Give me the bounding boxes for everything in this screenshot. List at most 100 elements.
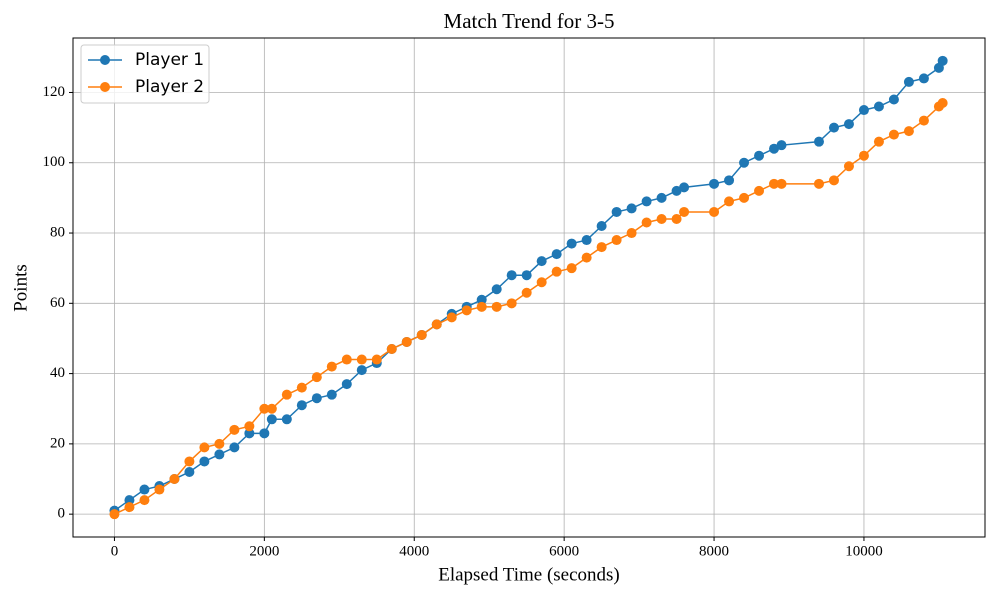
y-tick-label: 80	[50, 224, 65, 240]
data-point	[671, 213, 682, 224]
data-point	[356, 365, 367, 376]
y-tick-label: 60	[50, 295, 65, 311]
data-point	[828, 122, 839, 133]
data-point	[873, 101, 884, 112]
data-point	[937, 98, 948, 109]
data-point	[596, 242, 607, 253]
data-point	[769, 178, 780, 189]
data-point	[341, 354, 352, 365]
data-point	[281, 414, 292, 425]
data-point	[199, 456, 210, 467]
data-point	[769, 143, 780, 154]
data-point	[476, 294, 487, 305]
data-point	[858, 105, 869, 116]
data-point	[581, 252, 592, 263]
series-line	[114, 102, 944, 515]
data-point	[828, 175, 839, 186]
data-point	[244, 421, 255, 432]
data-point	[918, 115, 929, 126]
data-point	[491, 284, 502, 295]
data-point	[521, 287, 532, 298]
data-point	[776, 178, 787, 189]
data-point	[536, 277, 547, 288]
data-point	[918, 73, 929, 84]
data-point	[813, 178, 824, 189]
data-point	[266, 414, 277, 425]
data-point	[311, 393, 322, 404]
data-point	[416, 329, 427, 340]
data-point	[724, 175, 735, 186]
data-point	[843, 161, 854, 172]
data-point	[446, 312, 457, 323]
data-point	[566, 263, 577, 274]
plot-frame	[72, 37, 986, 538]
data-point	[229, 442, 240, 453]
data-point	[521, 270, 532, 281]
legend-marker	[100, 82, 110, 92]
data-point	[888, 129, 899, 140]
legend: Player 1 Player 2	[80, 44, 210, 104]
data-point	[679, 206, 690, 217]
data-point	[858, 150, 869, 161]
data-point	[596, 221, 607, 232]
data-point	[626, 203, 637, 214]
data-point	[356, 354, 367, 365]
data-point	[386, 343, 397, 354]
data-point	[656, 213, 667, 224]
data-point	[266, 403, 277, 414]
y-tick-label: 100	[43, 154, 66, 170]
data-point	[813, 136, 824, 147]
data-point	[124, 495, 135, 506]
data-point	[371, 354, 382, 365]
data-point	[903, 126, 914, 137]
data-point	[626, 228, 637, 239]
legend-label: Player 2	[135, 77, 204, 97]
data-point	[566, 238, 577, 249]
data-point	[341, 379, 352, 390]
y-tick-label: 40	[50, 365, 65, 381]
data-point	[139, 484, 150, 495]
y-tick-label: 120	[43, 84, 66, 100]
data-point	[739, 192, 750, 203]
data-point	[641, 217, 652, 228]
data-point	[311, 372, 322, 383]
data-point	[296, 382, 307, 393]
y-tick-label: 0	[58, 506, 66, 522]
data-point	[679, 182, 690, 193]
data-point	[754, 185, 765, 196]
data-point	[259, 428, 270, 439]
data-point	[709, 178, 720, 189]
data-point	[843, 119, 854, 130]
data-point	[551, 266, 562, 277]
y-tick-label: 20	[50, 435, 65, 451]
data-point	[581, 235, 592, 246]
x-tick-label: 6000	[549, 543, 579, 559]
data-point	[139, 495, 150, 506]
data-point	[281, 389, 292, 400]
y-axis-label: Points	[10, 264, 31, 312]
data-point	[229, 424, 240, 435]
data-point	[401, 336, 412, 347]
data-point	[739, 157, 750, 168]
legend-marker	[100, 55, 110, 65]
data-point	[326, 361, 337, 372]
data-point	[244, 428, 255, 439]
data-point	[296, 400, 307, 411]
data-point	[214, 449, 225, 460]
data-point	[199, 442, 210, 453]
data-point	[709, 206, 720, 217]
data-point	[184, 456, 195, 467]
data-point	[506, 270, 517, 281]
legend-label: Player 1	[135, 50, 204, 70]
data-point	[754, 150, 765, 161]
data-point	[169, 474, 180, 485]
data-point	[154, 484, 165, 495]
x-tick-label: 8000	[699, 543, 729, 559]
data-point	[124, 502, 135, 513]
x-tick-label: 0	[111, 543, 119, 559]
series-line	[114, 60, 944, 512]
data-point	[656, 192, 667, 203]
data-point	[536, 256, 547, 267]
data-point	[109, 509, 120, 520]
